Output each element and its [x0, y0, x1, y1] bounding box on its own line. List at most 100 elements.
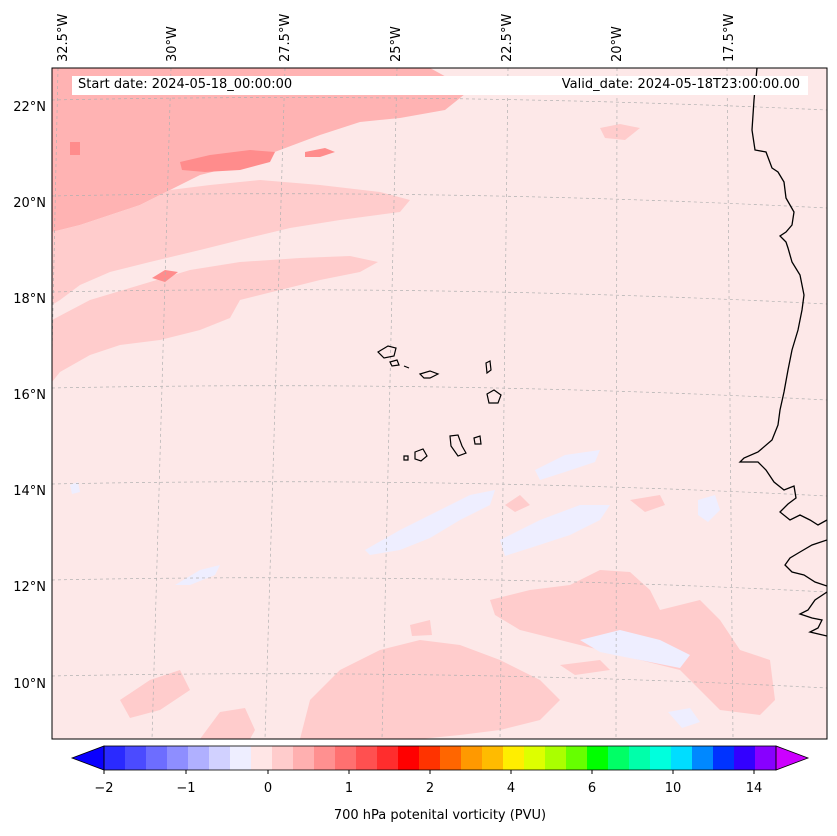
- colorbar-cell: [188, 746, 210, 770]
- colorbar-cell: [272, 746, 294, 770]
- colorbar-cell: [314, 746, 336, 770]
- island-sal: [485, 360, 492, 375]
- parallel-line: [52, 577, 827, 593]
- parallel-line: [52, 481, 827, 497]
- lat-label: 14°N: [13, 484, 46, 499]
- lon-label: 32.5°W: [56, 14, 71, 62]
- lon-label: 22.5°W: [500, 14, 515, 62]
- colorbar-ticks: [103, 770, 755, 774]
- colorbar-frame: [103, 745, 777, 771]
- cb-tick-label: −1: [176, 781, 195, 796]
- colorbar-cell: [419, 746, 441, 770]
- map-area: [52, 68, 827, 739]
- meridian-line: [264, 68, 286, 739]
- valid-date-label: Valid_date: 2024-05-18T23:00:00.00: [561, 77, 800, 92]
- colorbar-cell: [629, 746, 651, 770]
- colorbar: −2 −1 0 1 2 4 6 10 14: [70, 745, 810, 796]
- lat-label: 20°N: [13, 196, 46, 211]
- colorbar-cell: [146, 746, 168, 770]
- cb-tick-label: 6: [588, 781, 596, 796]
- pv-patch-light-ne: [600, 124, 640, 140]
- lon-label: 25°W: [389, 26, 404, 62]
- parallel-line: [52, 673, 827, 689]
- pv-patch-strong-2: [305, 148, 335, 157]
- pv-band-west: [52, 256, 378, 382]
- island-santo-antao: [377, 345, 397, 359]
- lon-label: 27.5°W: [278, 14, 293, 62]
- colorbar-cell: [251, 746, 273, 770]
- island-boa-vista: [486, 389, 502, 404]
- colorbar-cell: [335, 746, 357, 770]
- island-fogo: [414, 448, 428, 462]
- colorbar-cell: [209, 746, 231, 770]
- colorbar-cell: [734, 746, 756, 770]
- pv-negative-3: [535, 450, 600, 480]
- parallel-line: [52, 289, 827, 305]
- cb-tick-label: 2: [426, 781, 434, 796]
- lat-label: 10°N: [13, 677, 46, 692]
- colorbar-title: 700 hPa potenital vorticity (PVU): [333, 808, 547, 823]
- date-info-bar: Start date: 2024-05-18_00:00:00 Valid_da…: [72, 76, 808, 95]
- coastline-guinea-bissau: [784, 539, 827, 587]
- colorbar-cell: [482, 746, 504, 770]
- pv-band-northwest-light: [52, 180, 410, 305]
- pv-negative-2: [500, 505, 610, 556]
- pv-negative-7: [668, 708, 700, 728]
- map-frame: [51, 67, 828, 740]
- colorbar-cell: [713, 746, 735, 770]
- cape-verde-islands: [377, 345, 502, 462]
- meridian-line: [381, 68, 398, 739]
- cb-tick-label: 0: [264, 781, 272, 796]
- latitude-labels: 22°N 20°N 18°N 16°N 14°N 12°N 10°N: [13, 100, 46, 692]
- graticule: [52, 68, 827, 739]
- island-sao-nicolau: [418, 370, 440, 379]
- island-santiago: [449, 434, 467, 457]
- cb-tick-label: 14: [746, 781, 763, 796]
- island-santa-luzia: [403, 365, 410, 369]
- pv-band-south-2: [300, 640, 560, 739]
- pv-band-south: [120, 670, 190, 718]
- meridian-line: [615, 68, 618, 739]
- colorbar-cell: [398, 746, 420, 770]
- colorbar-cell: [356, 746, 378, 770]
- pv-negative-4: [698, 495, 720, 522]
- colorbar-cell: [440, 746, 462, 770]
- meridian-line: [726, 68, 734, 739]
- pv-band-south-3: [200, 708, 255, 739]
- cb-tick-label: −2: [94, 781, 113, 796]
- pv-patch-strong-1: [180, 150, 275, 172]
- cb-tick-label: 10: [665, 781, 682, 796]
- island-brava: [403, 455, 409, 461]
- island-maio: [473, 435, 482, 445]
- pv-patch-east-2: [630, 495, 665, 512]
- colorbar-arrow-max: [775, 745, 810, 771]
- colorbar-cell: [125, 746, 147, 770]
- colorbar-cell: [566, 746, 588, 770]
- meridian-line: [151, 68, 172, 739]
- colorbar-cell: [608, 746, 630, 770]
- colorbar-cell: [167, 746, 189, 770]
- colorbar-cell: [650, 746, 672, 770]
- pv-patch-east-4: [560, 660, 610, 675]
- colorbar-cell: [230, 746, 252, 770]
- colorbar-tick-labels: −2 −1 0 1 2 4 6 10 14: [94, 781, 762, 796]
- colorbar-cell: [755, 746, 777, 770]
- start-date-label: Start date: 2024-05-18_00:00:00: [78, 77, 293, 92]
- lon-label: 17.5°W: [722, 14, 737, 62]
- coastline-guinea: [798, 591, 827, 637]
- colorbar-cell: [293, 746, 315, 770]
- parallel-line: [52, 385, 827, 401]
- cb-tick-label: 1: [345, 781, 353, 796]
- colorbar-cell: [524, 746, 546, 770]
- colorbar-cell: [104, 746, 126, 770]
- pv-negative-8: [70, 482, 80, 494]
- lat-label: 12°N: [13, 580, 46, 595]
- lon-label: 30°W: [165, 26, 180, 62]
- pv-negative-5: [175, 565, 220, 585]
- cb-tick-label: 4: [507, 781, 515, 796]
- lat-label: 16°N: [13, 388, 46, 403]
- pv-negative-6: [580, 630, 690, 668]
- meridian-line: [499, 68, 509, 739]
- colorbar-arrow-min: [70, 745, 105, 771]
